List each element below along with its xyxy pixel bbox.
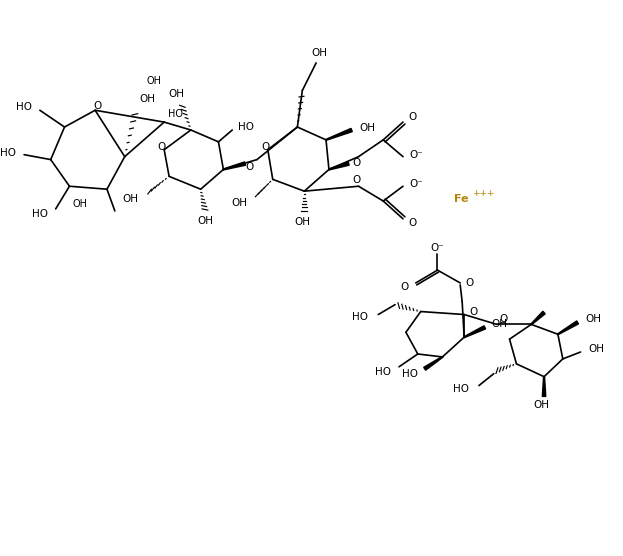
Text: Fe: Fe	[454, 194, 468, 204]
Text: HO: HO	[453, 384, 469, 394]
Text: O: O	[157, 142, 165, 152]
Text: O: O	[93, 101, 101, 111]
Text: O: O	[245, 162, 254, 172]
Polygon shape	[223, 162, 245, 170]
Text: OH: OH	[359, 123, 376, 133]
Text: OH: OH	[586, 315, 601, 325]
Text: O: O	[353, 175, 361, 185]
Text: HO: HO	[168, 109, 183, 119]
Text: OH: OH	[533, 400, 549, 410]
Text: O: O	[401, 282, 409, 292]
Text: O: O	[469, 306, 477, 316]
Text: HO: HO	[353, 312, 368, 322]
Text: O⁻: O⁻	[430, 244, 444, 254]
Text: OH: OH	[589, 344, 604, 354]
Text: OH: OH	[140, 95, 156, 105]
Polygon shape	[531, 311, 545, 325]
Text: O: O	[408, 218, 416, 228]
Text: OH: OH	[168, 90, 184, 100]
Text: +++: +++	[472, 188, 495, 197]
Text: OH: OH	[231, 198, 247, 208]
Text: HO: HO	[0, 148, 16, 158]
Text: OH: OH	[123, 194, 138, 204]
Text: O: O	[465, 278, 473, 288]
Text: O: O	[408, 112, 416, 122]
Text: OH: OH	[146, 76, 161, 86]
Text: OH: OH	[294, 217, 310, 227]
Text: OH: OH	[492, 319, 508, 329]
Polygon shape	[329, 162, 350, 170]
Text: HO: HO	[16, 102, 32, 112]
Text: HO: HO	[32, 209, 48, 219]
Polygon shape	[424, 356, 443, 370]
Text: HO: HO	[375, 367, 391, 377]
Text: O: O	[353, 157, 361, 167]
Text: OH: OH	[197, 216, 214, 226]
Text: O: O	[262, 142, 270, 152]
Text: O⁻: O⁻	[410, 150, 424, 160]
Polygon shape	[326, 128, 352, 140]
Polygon shape	[543, 376, 546, 396]
Text: OH: OH	[311, 48, 327, 58]
Text: HO: HO	[402, 369, 418, 379]
Text: OH: OH	[72, 199, 87, 209]
Text: O: O	[500, 315, 508, 325]
Polygon shape	[464, 326, 485, 337]
Text: O⁻: O⁻	[410, 179, 424, 189]
Text: HO: HO	[238, 122, 254, 132]
Polygon shape	[558, 321, 579, 335]
